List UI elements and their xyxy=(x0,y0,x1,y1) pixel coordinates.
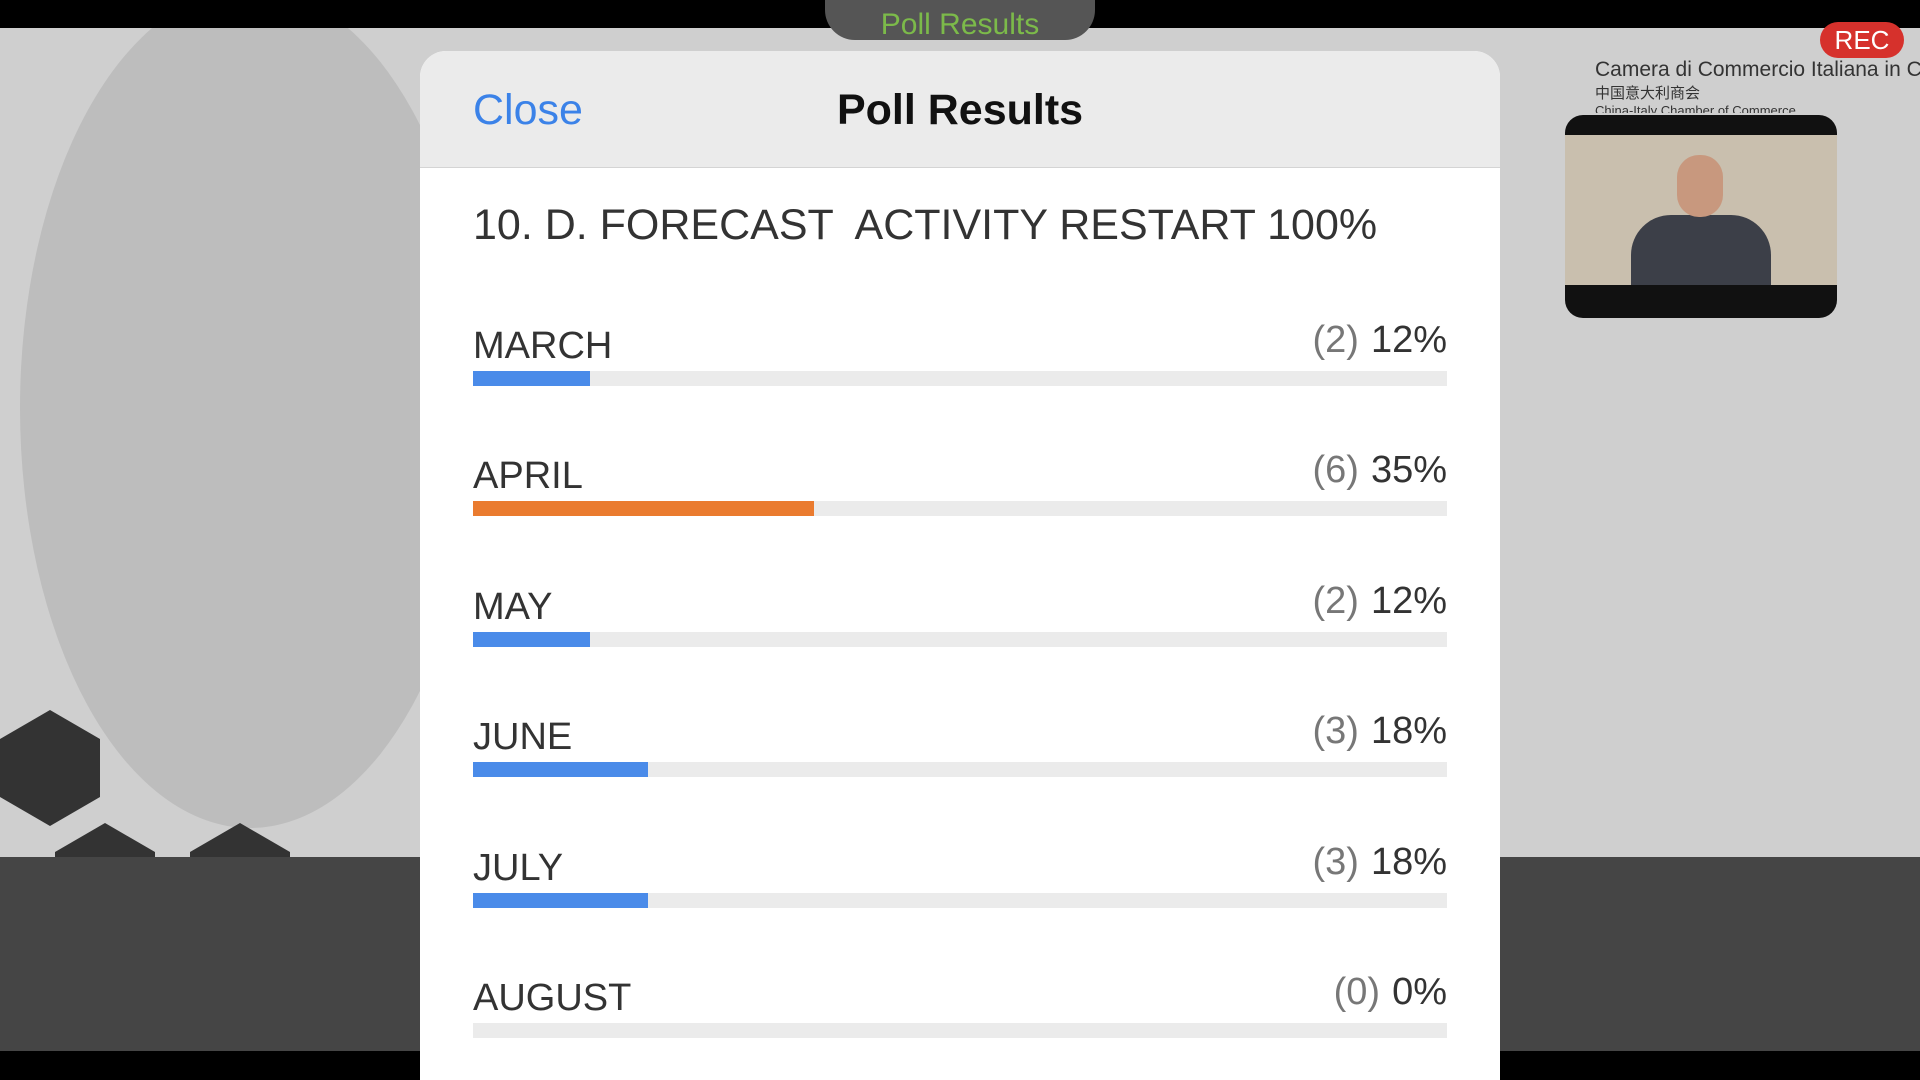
option-percent: 18% xyxy=(1370,710,1447,753)
option-label: JULY xyxy=(473,846,564,889)
bar-track xyxy=(473,892,1447,908)
option-percent: 18% xyxy=(1370,840,1447,883)
faded-title: Poll Results xyxy=(825,0,1095,40)
modal-header: Close Poll Results xyxy=(420,51,1500,168)
option-label: JUNE xyxy=(473,716,573,759)
person xyxy=(1677,155,1723,217)
modal-title: Poll Results xyxy=(836,86,1084,134)
option-label: MARCH xyxy=(473,325,613,367)
option-count: (3) xyxy=(1312,840,1359,883)
video-thumbnail[interactable] xyxy=(1565,115,1837,318)
option-count: (3) xyxy=(1312,710,1359,753)
bar xyxy=(473,762,649,778)
close-button[interactable]: Close xyxy=(473,86,583,134)
bar xyxy=(473,892,649,908)
bar-track xyxy=(473,762,1447,778)
question: 10. D. FORECAST ACTIVITY RESTART 100% xyxy=(473,201,1378,249)
person xyxy=(1631,215,1771,285)
option-count: (2) xyxy=(1312,319,1359,361)
option-label: AUGUST xyxy=(473,977,632,1019)
logo-text: China-Italy Chamber of Commerce xyxy=(1595,103,1796,113)
option-percent: 0% xyxy=(1392,971,1447,1013)
bar-track xyxy=(473,631,1447,647)
logo-text: Camera di Commercio Italiana in Cina xyxy=(1595,58,1920,81)
logo-text: 中国意大利商会 xyxy=(1595,85,1701,102)
option-percent: 12% xyxy=(1370,579,1447,622)
option-count: (2) xyxy=(1312,579,1359,622)
bar xyxy=(473,631,590,647)
bar-track xyxy=(473,1023,1447,1038)
option-label: APRIL xyxy=(473,455,583,498)
option-label: MAY xyxy=(473,585,553,628)
option-count: (0) xyxy=(1333,971,1381,1013)
option-percent: 35% xyxy=(1370,449,1447,492)
rec-badge: REC xyxy=(1820,22,1904,58)
poll-modal: Close Poll Results 10. D. FORECAST ACTIV… xyxy=(420,51,1500,1080)
option-count: (6) xyxy=(1312,449,1359,492)
bar-track xyxy=(473,371,1447,386)
bar xyxy=(473,501,814,517)
bar-track xyxy=(473,501,1447,517)
option-percent: 12% xyxy=(1370,319,1447,361)
logo: Camera di Commercio Italiana in Cina 中国意… xyxy=(1595,58,1920,113)
bar xyxy=(473,371,590,386)
